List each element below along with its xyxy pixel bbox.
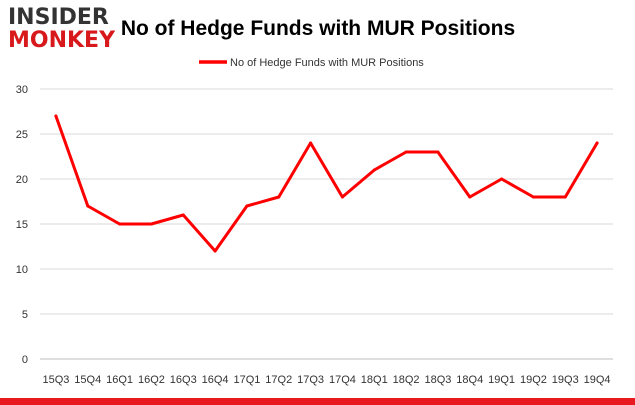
data-point-17Q3 bbox=[309, 141, 313, 145]
y-tick-label: 10 bbox=[16, 264, 28, 276]
data-point-16Q2 bbox=[149, 222, 153, 226]
data-point-19Q1 bbox=[500, 177, 504, 181]
data-point-16Q3 bbox=[181, 213, 185, 217]
footer-bar bbox=[0, 398, 635, 405]
y-tick-label: 20 bbox=[16, 174, 28, 186]
y-tick-label: 30 bbox=[16, 84, 28, 96]
logo-line-insider: INSIDER bbox=[8, 5, 109, 30]
data-point-18Q4 bbox=[468, 195, 472, 199]
x-axis-labels: 15Q3 15Q4 16Q1 16Q2 16Q3 16Q4 17Q1 17Q2 17Q3 17Q4… bbox=[42, 374, 610, 386]
x-tick-label: 19Q4 bbox=[584, 374, 611, 386]
x-tick-label: 19Q1 bbox=[488, 374, 515, 386]
data-point-18Q2 bbox=[404, 150, 408, 154]
data-point-16Q1 bbox=[118, 222, 122, 226]
series-layer bbox=[54, 114, 599, 253]
legend-label: No of Hedge Funds with MUR Positions bbox=[230, 57, 424, 69]
x-tick-label: 17Q4 bbox=[329, 374, 356, 386]
x-tick-label: 17Q2 bbox=[265, 374, 292, 386]
chart-legend: No of Hedge Funds with MUR Positions bbox=[199, 57, 424, 69]
logo-line-monkey: MONKEY bbox=[8, 28, 116, 53]
y-axis-labels: 0 5 10 15 20 25 30 bbox=[16, 84, 28, 366]
series-line bbox=[54, 114, 599, 253]
data-point-19Q2 bbox=[531, 195, 535, 199]
x-tick-label: 17Q1 bbox=[233, 374, 260, 386]
chart-title: No of Hedge Funds with MUR Positions bbox=[121, 17, 515, 40]
x-tick-label: 19Q2 bbox=[520, 374, 547, 386]
x-tick-label: 16Q2 bbox=[138, 374, 165, 386]
x-tick-label: 18Q2 bbox=[393, 374, 420, 386]
x-tick-label: 15Q3 bbox=[42, 374, 69, 386]
x-tick-label: 18Q4 bbox=[456, 374, 483, 386]
x-tick-label: 16Q1 bbox=[106, 374, 133, 386]
data-point-17Q4 bbox=[340, 195, 344, 199]
data-point-18Q1 bbox=[372, 168, 376, 172]
insider-monkey-logo: INSIDER MONKEY bbox=[8, 5, 116, 53]
x-tick-label: 15Q4 bbox=[74, 374, 101, 386]
x-tick-label: 16Q3 bbox=[170, 374, 197, 386]
data-point-15Q3 bbox=[54, 114, 58, 118]
x-tick-label: 19Q3 bbox=[552, 374, 579, 386]
data-point-17Q2 bbox=[277, 195, 281, 199]
data-point-19Q4 bbox=[595, 141, 599, 145]
x-tick-label: 18Q1 bbox=[361, 374, 388, 386]
y-tick-label: 0 bbox=[22, 354, 28, 366]
data-point-19Q3 bbox=[563, 195, 567, 199]
x-tick-label: 18Q3 bbox=[424, 374, 451, 386]
y-tick-label: 15 bbox=[16, 219, 28, 231]
y-tick-label: 5 bbox=[22, 309, 28, 321]
data-point-15Q4 bbox=[86, 204, 90, 208]
data-point-16Q4 bbox=[213, 249, 217, 253]
data-point-17Q1 bbox=[245, 204, 249, 208]
data-point-18Q3 bbox=[436, 150, 440, 154]
x-tick-label: 16Q4 bbox=[202, 374, 229, 386]
y-tick-label: 25 bbox=[16, 129, 28, 141]
x-tick-label: 17Q3 bbox=[297, 374, 324, 386]
